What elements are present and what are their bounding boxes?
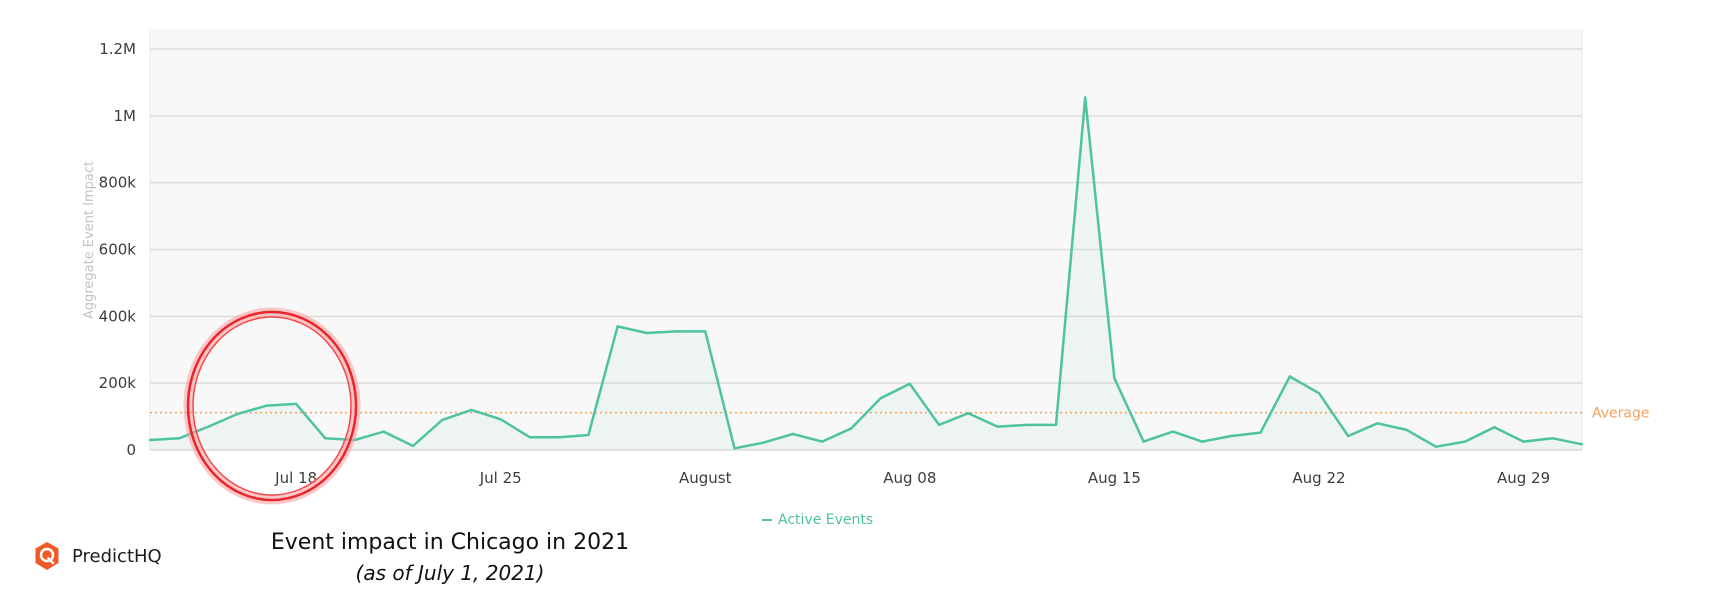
legend-label: Active Events — [778, 512, 874, 528]
data-point — [1317, 392, 1321, 395]
data-point — [587, 433, 590, 437]
y-tick-label: 0 — [126, 441, 136, 459]
x-tick-label: Jul 25 — [479, 469, 522, 487]
data-point — [294, 402, 298, 406]
highlight-circle — [183, 307, 361, 505]
plot-background — [150, 29, 1582, 450]
y-tick-label: 800k — [99, 174, 137, 192]
average-label: Average — [1592, 406, 1650, 422]
chart-legend[interactable]: Active Events — [762, 512, 873, 528]
x-tick-label: Aug 22 — [1292, 469, 1345, 487]
y-axis-label: Aggregate Event Impact — [82, 161, 97, 319]
data-point — [148, 438, 152, 442]
location-pin-icon — [35, 542, 59, 570]
data-point — [382, 430, 385, 433]
data-point — [645, 331, 648, 335]
data-point — [1580, 443, 1584, 446]
data-point — [1171, 430, 1175, 433]
data-point — [674, 330, 678, 333]
data-point — [236, 412, 239, 416]
data-point — [733, 447, 736, 450]
data-point — [265, 404, 269, 407]
x-tick-label: Aug 15 — [1088, 469, 1141, 487]
data-point — [616, 325, 619, 328]
data-point — [1230, 434, 1233, 438]
data-point — [937, 423, 941, 427]
chart-caption: Event impact in Chicago in 2021 (as of J… — [250, 528, 650, 588]
data-point — [879, 397, 882, 400]
data-point — [499, 418, 502, 421]
caption-title: Event impact in Chicago in 2021 — [270, 530, 630, 555]
series-line-active-events — [149, 96, 1583, 450]
data-point — [470, 408, 473, 412]
data-point — [324, 437, 327, 440]
legend-swatch — [762, 519, 772, 521]
data-point — [1405, 428, 1408, 432]
brand-logo: PredictHQ — [34, 541, 162, 571]
data-point — [528, 436, 532, 439]
data-point — [178, 437, 181, 440]
x-tick-label: Aug 08 — [883, 469, 936, 487]
data-point — [704, 330, 707, 333]
data-point — [1493, 426, 1496, 429]
x-axis-ticks: Jul 18 Jul 25 August Aug 08 Aug 15 Aug 22 Aug … — [274, 469, 1550, 487]
data-point — [1463, 440, 1467, 443]
data-point — [791, 432, 795, 436]
data-point — [996, 425, 999, 428]
data-point — [762, 441, 765, 444]
data-point — [1113, 377, 1116, 380]
series-area-active-events — [150, 97, 1582, 450]
data-point — [1200, 440, 1204, 443]
x-tick-label: August — [679, 469, 732, 487]
data-point — [1522, 440, 1525, 443]
data-point — [967, 412, 970, 415]
data-point — [1054, 423, 1058, 427]
caption-subtitle: (as of July 1, 2021) — [355, 561, 545, 585]
brand-name: PredictHQ — [72, 545, 162, 567]
data-point — [411, 444, 415, 448]
data-point — [908, 382, 911, 385]
y-tick-label: 400k — [99, 307, 137, 325]
data-point — [1551, 437, 1555, 440]
data-point — [1347, 434, 1350, 438]
y-tick-label: 200k — [99, 374, 137, 392]
series-points — [148, 96, 1584, 450]
data-point — [207, 425, 210, 428]
y-tick-label: 600k — [99, 241, 137, 259]
data-point — [557, 436, 561, 439]
data-point — [1376, 422, 1379, 425]
y-axis-ticks: 0 200k 400k 600k 800k 1M 1.2M — [99, 40, 137, 459]
data-point — [1142, 440, 1145, 443]
y-tick-label: 1.2M — [99, 40, 136, 58]
y-tick-label: 1M — [114, 107, 137, 125]
x-tick-label: Aug 29 — [1497, 469, 1550, 487]
data-point — [441, 418, 444, 422]
data-point — [1259, 431, 1262, 434]
x-tick-label: Jul 18 — [274, 469, 317, 487]
data-point — [821, 440, 824, 443]
data-point — [850, 427, 853, 430]
data-point — [1025, 423, 1028, 427]
grid-lines — [149, 29, 1583, 451]
data-point — [1288, 375, 1292, 378]
data-point — [1434, 445, 1438, 448]
data-point — [1084, 96, 1087, 99]
